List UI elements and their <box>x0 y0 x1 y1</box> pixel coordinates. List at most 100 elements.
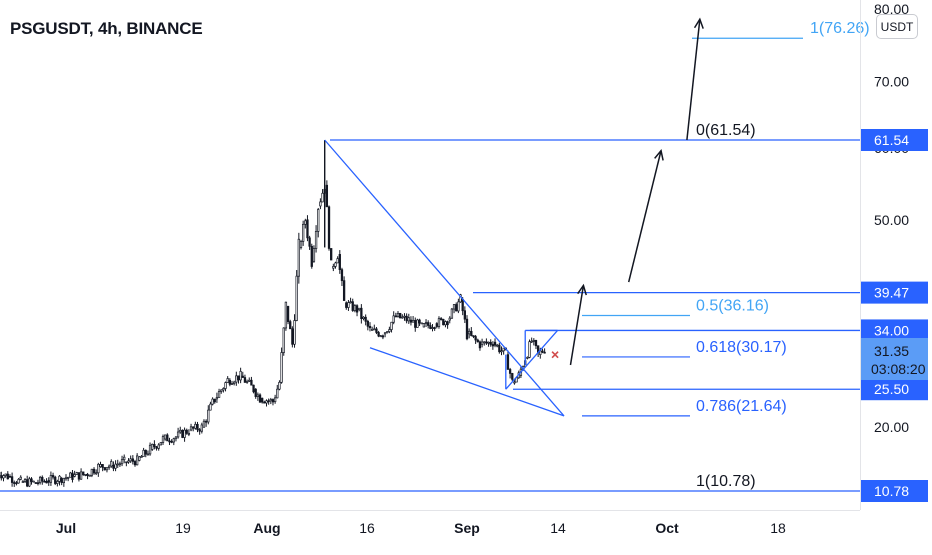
candle-body <box>107 465 111 468</box>
candle-body <box>179 429 182 433</box>
candle-body <box>427 322 430 326</box>
candle-body <box>79 471 83 480</box>
candle-body <box>17 478 20 484</box>
candle-body <box>51 475 55 478</box>
price-candles <box>0 140 546 488</box>
y-tick-label: 70.00 <box>874 74 909 90</box>
candle-body <box>213 398 216 403</box>
candle-body <box>435 323 438 327</box>
candle-body <box>114 463 117 469</box>
candle-body <box>534 340 538 347</box>
candle-body <box>62 477 65 484</box>
candle-body <box>388 329 391 332</box>
y-tick-label: 20.00 <box>874 419 909 435</box>
candle-body <box>8 475 12 478</box>
candle-body <box>284 301 288 329</box>
fib-level-label: 1(10.78) <box>696 473 756 490</box>
candle-body <box>84 474 87 476</box>
candle-body <box>463 310 466 320</box>
candle-body <box>159 442 163 446</box>
candle-body <box>10 476 14 483</box>
candle-body <box>118 463 122 466</box>
candle-body <box>258 394 262 403</box>
x-tick-label: 19 <box>175 520 191 536</box>
candle-body <box>353 305 357 311</box>
candle-body <box>496 344 499 347</box>
candle-body <box>131 458 134 462</box>
candle-body <box>358 307 361 311</box>
candle-body <box>99 464 102 468</box>
candle-body <box>176 431 180 438</box>
candle-body <box>465 318 469 340</box>
x-tick-label: Aug <box>253 520 280 536</box>
candle-body <box>222 388 225 391</box>
candle-body <box>295 275 298 321</box>
candle-body <box>530 340 533 343</box>
currency-button[interactable]: USDT <box>876 14 918 39</box>
projection-arrow-head <box>693 17 704 29</box>
candle-body <box>198 429 201 432</box>
candle-body <box>439 318 443 320</box>
candle-body <box>209 403 212 411</box>
candle-body <box>123 456 126 461</box>
candle-body <box>401 316 404 319</box>
candle-body <box>325 184 329 208</box>
candle-body <box>276 388 279 399</box>
candle-body <box>411 320 415 323</box>
price-label-text: 39.47 <box>874 285 909 301</box>
candle-body <box>67 476 70 479</box>
candle-body <box>64 477 68 480</box>
candle-body <box>103 467 106 471</box>
candle-body <box>237 375 240 381</box>
candle-body <box>478 341 482 349</box>
candle-body <box>379 335 382 338</box>
candle-body <box>457 301 460 312</box>
candle-body <box>2 475 5 479</box>
candle-body <box>47 480 50 483</box>
candle-body <box>319 201 322 207</box>
candle-body <box>403 315 406 318</box>
price-axis-divider <box>860 0 861 510</box>
candle-body <box>304 220 307 225</box>
candle-body <box>334 262 337 267</box>
candle-body <box>392 315 395 323</box>
wedge-lower-line <box>369 347 565 417</box>
candle-body <box>265 400 268 404</box>
candle-body <box>120 459 124 465</box>
candle-body <box>370 328 374 331</box>
candle-body <box>38 476 42 484</box>
candle-body <box>43 480 46 483</box>
candle-body <box>500 350 503 353</box>
candle-body <box>254 388 257 397</box>
candle-body <box>472 335 475 337</box>
candle-body <box>256 394 260 397</box>
x-tick-label: 18 <box>770 520 786 536</box>
candle-body <box>332 266 335 269</box>
candle-body <box>144 449 147 455</box>
candle-body <box>336 258 339 264</box>
price-label-box <box>860 129 928 151</box>
candle-body <box>185 429 188 434</box>
candle-body <box>200 424 203 432</box>
candle-body <box>125 461 128 464</box>
x-tick-label: Oct <box>655 520 679 536</box>
candle-body <box>381 335 385 338</box>
candle-body <box>36 482 40 485</box>
candle-body <box>196 423 199 431</box>
candle-body <box>364 316 367 322</box>
candle-body <box>224 382 227 389</box>
candle-body <box>116 463 119 466</box>
x-tick-label: 16 <box>359 520 375 536</box>
candle-body <box>233 381 236 384</box>
candle-body <box>235 375 238 383</box>
candle-body <box>446 321 449 326</box>
candle-body <box>90 468 94 476</box>
candle-body <box>280 352 283 383</box>
candle-body <box>368 325 372 329</box>
candle-body <box>127 460 130 463</box>
candle-body <box>21 481 25 483</box>
candle-body <box>207 409 210 423</box>
candle-body <box>543 351 546 354</box>
